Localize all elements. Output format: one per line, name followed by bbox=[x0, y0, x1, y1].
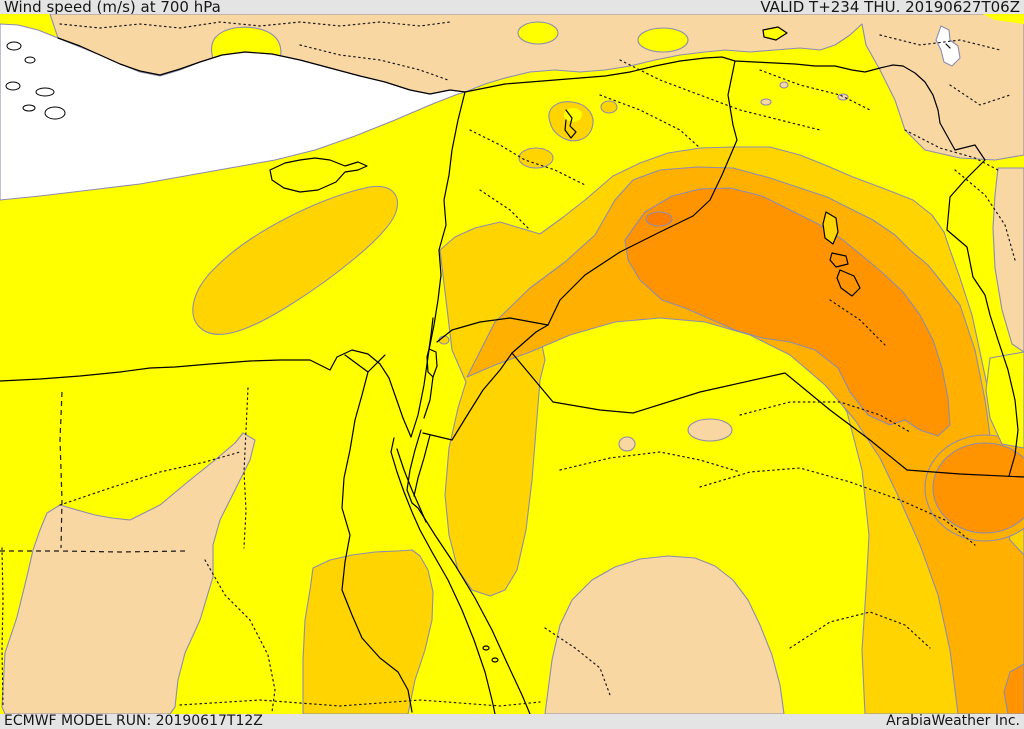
dashed-borders bbox=[0, 391, 186, 553]
band-deep-orange-spot bbox=[645, 211, 673, 227]
model-run-label: ECMWF MODEL RUN: 20190617T12Z bbox=[4, 713, 263, 729]
country-borders bbox=[0, 26, 1024, 714]
band-yellow-wedge bbox=[985, 351, 1024, 449]
map-canvas bbox=[0, 14, 1024, 714]
contour-band-peach bbox=[1, 14, 1024, 714]
footer-bar: ECMWF MODEL RUN: 20190617T12Z ArabiaWeat… bbox=[0, 714, 1024, 729]
contour-band-orange bbox=[624, 187, 1024, 714]
admin-boundaries-dotted bbox=[1, 21, 1016, 713]
aegean-islands bbox=[5, 41, 66, 120]
header-bar: Wind speed (m/s) at 700 hPa VALID T+234 … bbox=[0, 0, 1024, 16]
band-yellow-hole bbox=[564, 108, 582, 122]
branding-label: ArabiaWeather Inc. bbox=[886, 713, 1020, 729]
valid-time-label: VALID T+234 THU. 20190627T06Z bbox=[760, 0, 1020, 16]
map-title: Wind speed (m/s) at 700 hPa bbox=[4, 0, 221, 16]
